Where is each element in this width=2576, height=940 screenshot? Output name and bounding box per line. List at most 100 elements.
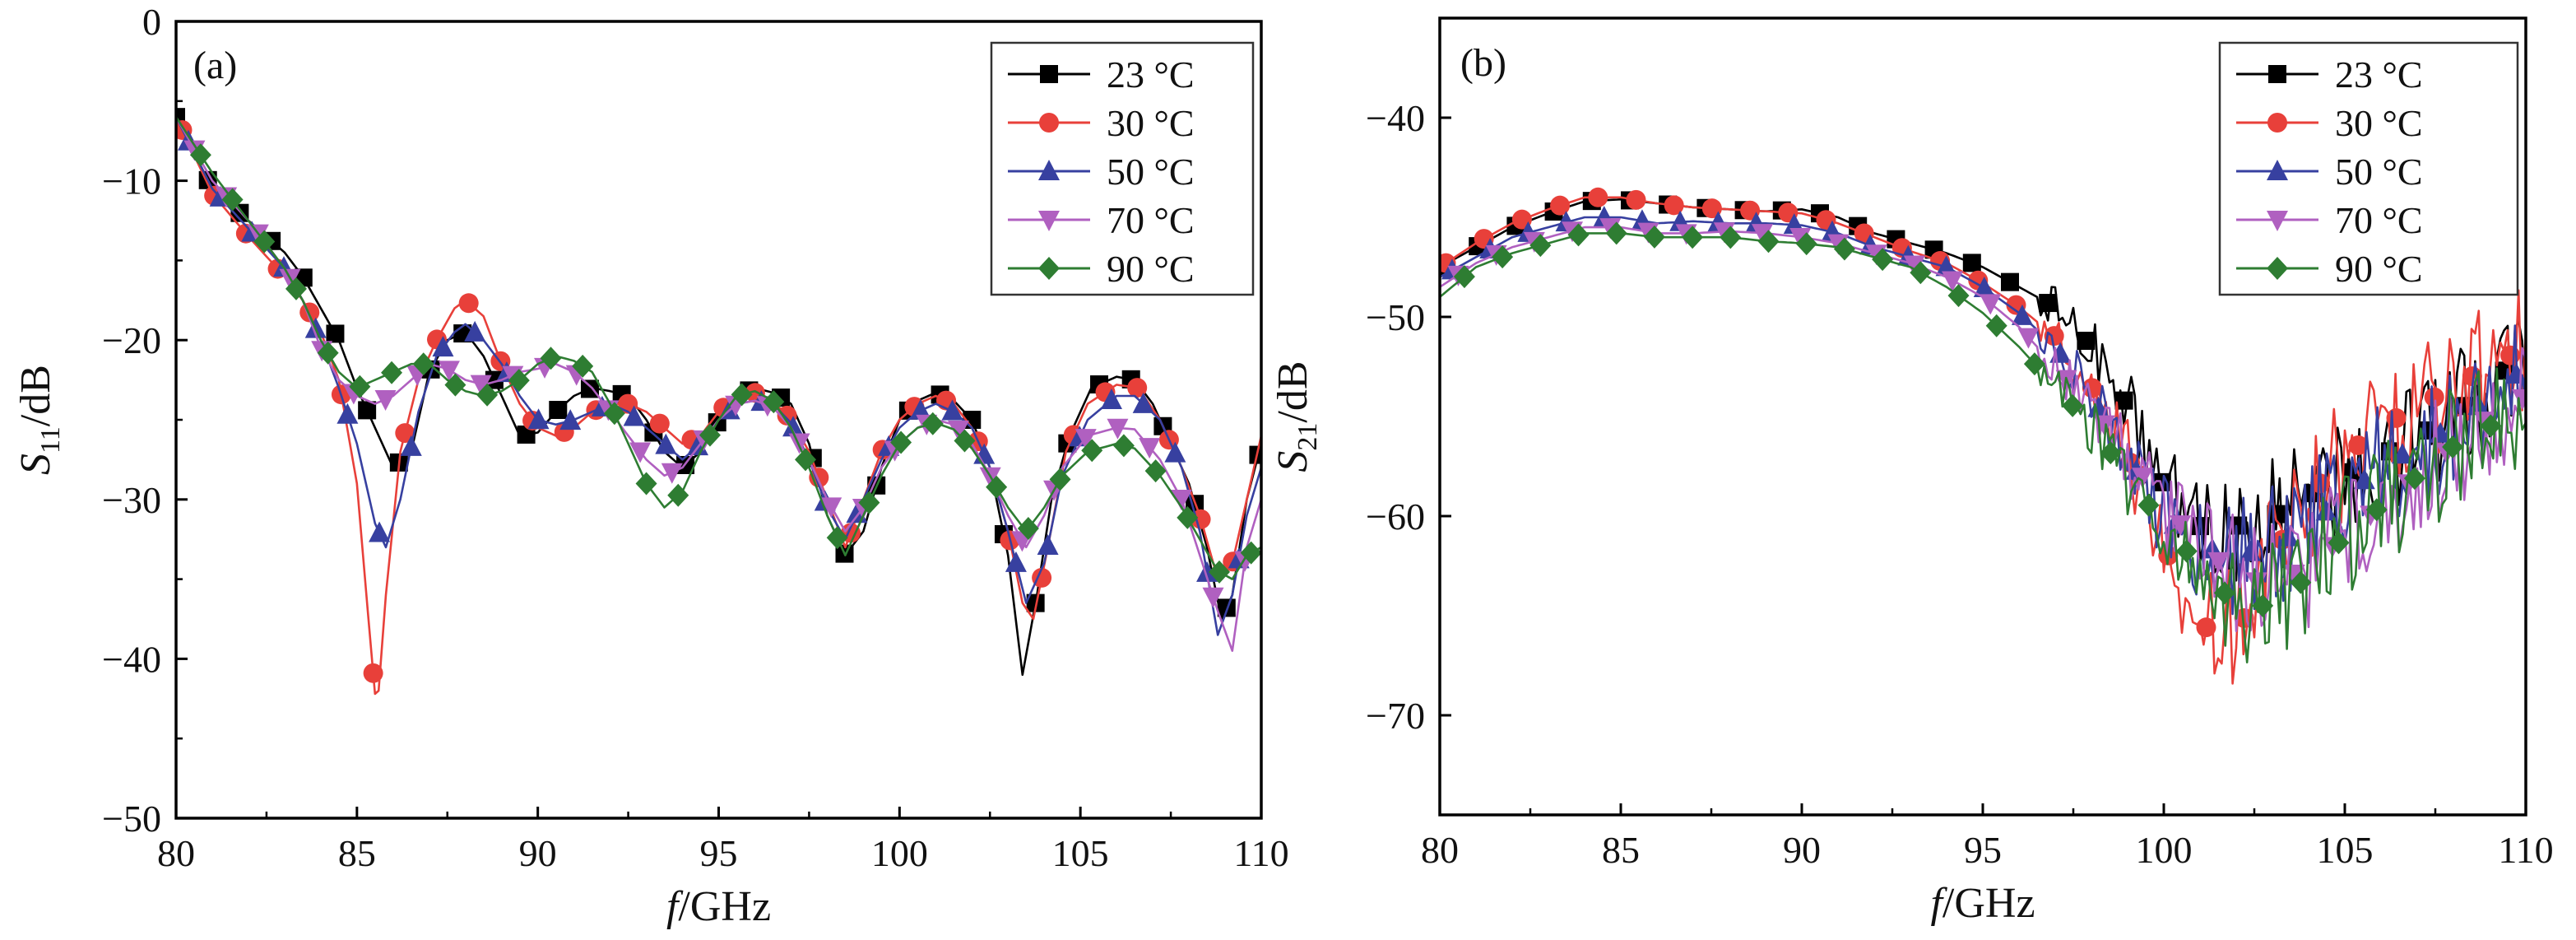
series-point [363,663,383,683]
series-point [661,463,683,484]
x-tick-label: 80 [1421,829,1459,871]
x-tick-label: 110 [2498,829,2553,871]
y-tick-label: −40 [102,638,161,680]
series-point [1081,439,1103,463]
x-tick-label: 100 [2136,829,2193,871]
series-point [2480,414,2502,438]
series-point [2403,467,2425,491]
x-tick-label: 90 [519,832,557,874]
series-point [1529,234,1552,258]
series-point [1005,551,1027,572]
series-point [2175,539,2198,563]
series-point [1170,489,1192,510]
series-point [1196,561,1218,582]
series-point [1127,378,1148,398]
series-point [464,320,486,342]
series-point [731,383,753,407]
series-point [1947,284,1970,308]
series-point [763,390,785,414]
series-point [1720,226,1742,249]
series-point [2087,396,2110,417]
series-point [176,108,185,127]
series-point [2365,498,2388,522]
x-axis-label: f/GHz [666,883,771,930]
series-point [1973,276,1995,297]
series-point [2132,468,2154,489]
x-tick-label: 80 [157,832,195,874]
legend-label: 70 °C [1107,199,1195,241]
series-point [1752,224,1774,245]
series-point [1032,567,1052,588]
series-point [2442,435,2464,459]
series-point [476,383,499,407]
legend-label: 23 °C [1107,54,1195,95]
series-point [1240,541,1261,565]
legend: 23 °C 30 °C 50 °C 70 °C 90 °C [990,41,1255,296]
series-point [1074,429,1097,450]
series-point [1144,459,1167,483]
series-point [1049,468,1071,491]
series-point [699,423,721,447]
series-point [2252,593,2274,617]
series-point [2328,531,2350,555]
series-point [2213,581,2235,605]
series-point [358,401,377,420]
legend-marker [2268,65,2286,83]
series-point [921,412,944,435]
series-point [1112,434,1135,458]
panel-label: (a) [193,44,237,87]
series-point [2039,294,2058,313]
series-point [412,352,434,376]
series-point [1833,237,1855,261]
series-point [458,293,479,314]
plot-area [1440,187,2526,685]
x-axis-label: f/GHz [1930,880,2035,927]
series-point [527,408,550,430]
series-point [189,143,211,167]
series-point [686,435,708,456]
series-point [2001,272,2019,291]
y-tick-label: −50 [1366,296,1425,338]
legend-marker [2267,160,2288,180]
series-point [444,373,466,397]
series-point [1980,294,2002,315]
series-point [629,442,652,463]
series-point [221,188,244,212]
legend-label: 70 °C [2335,199,2423,241]
x-tick-label: 105 [1052,832,1109,874]
x-tick-label: 95 [1964,829,2002,871]
chart-panel-a: 80 85 90 95 100 105 110 0 −10 −20 −30 −40 −50 f/GHz S1… [12,1,1289,930]
legend-marker [2267,257,2288,280]
series-point [1643,225,1665,249]
series-point [1492,245,1514,269]
series-point [400,435,422,456]
series-point [1701,198,1722,219]
series-point [2011,304,2033,325]
series-point [635,472,657,496]
legend-marker [1038,160,1060,180]
series-point [1017,517,1039,541]
series-point [2207,551,2230,573]
x-tick-label: 90 [1783,829,1821,871]
series-point [1217,598,1236,617]
series-point [2196,617,2216,638]
series-point [795,448,817,472]
series-point [1202,587,1224,608]
series-point [954,429,976,453]
series-point [572,354,594,378]
series-point [2391,443,2413,464]
series-point [1962,254,1981,272]
series-point [381,361,403,384]
series-point [1605,221,1627,245]
panel-label: (b) [1460,41,1506,85]
legend-marker [1038,211,1060,231]
series-point [1588,187,1608,207]
legend-label: 30 °C [1107,102,1195,144]
series-point [2077,332,2096,351]
series-point [540,347,562,370]
series-point [1664,195,1684,216]
series-point [2170,515,2192,537]
series-point [986,475,1008,499]
series-point [2062,393,2084,417]
